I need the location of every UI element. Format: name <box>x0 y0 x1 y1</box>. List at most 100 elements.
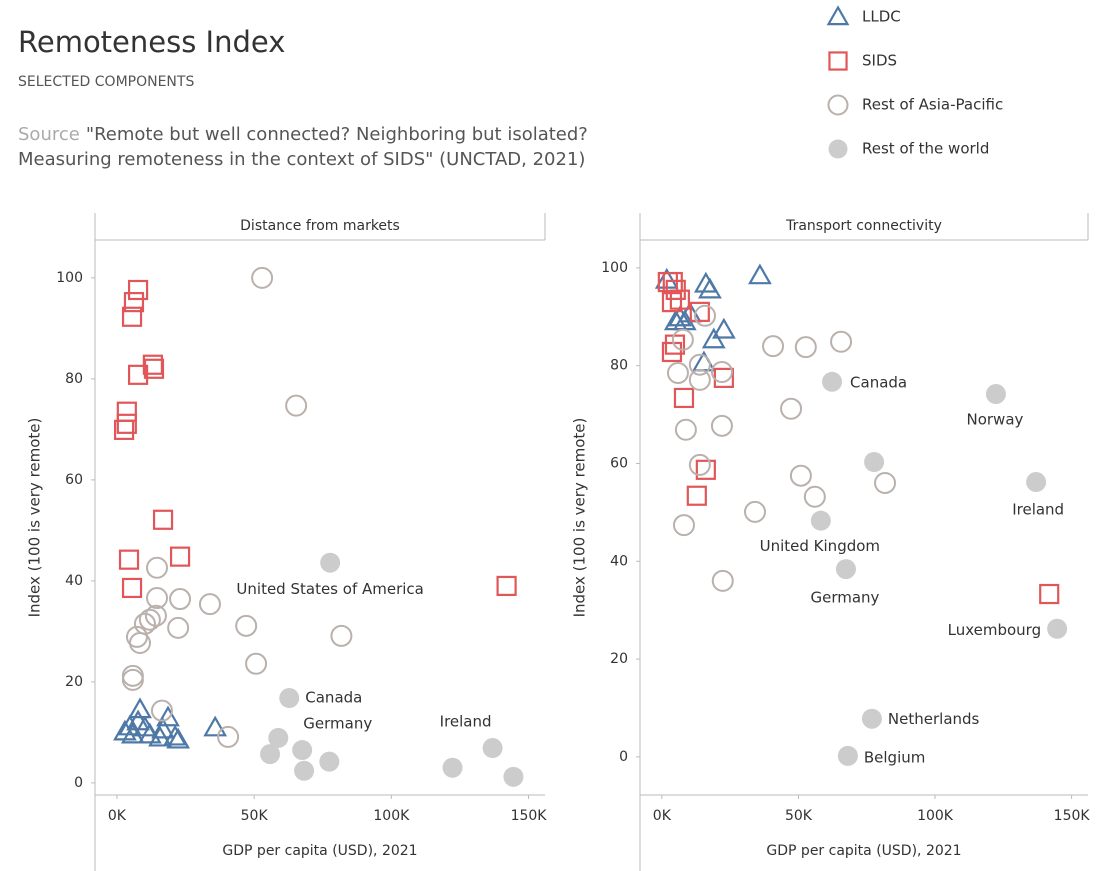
circle-marker <box>167 616 190 639</box>
point-label: Ireland <box>440 713 492 731</box>
circle-marker <box>789 464 812 487</box>
circle-marker <box>861 708 882 729</box>
square-marker <box>123 292 145 313</box>
square-marker <box>669 289 690 310</box>
triangle-marker <box>203 715 228 737</box>
circle-marker <box>985 384 1006 405</box>
circle-marker <box>285 394 308 417</box>
circle-marker <box>482 738 503 759</box>
circle-marker <box>672 514 695 537</box>
circle-marker <box>503 766 524 787</box>
circle-marker <box>762 335 785 358</box>
circle-marker <box>810 510 831 531</box>
square-marker <box>116 401 137 422</box>
x-tick-label: 150K <box>511 808 548 824</box>
point-label: Germany <box>810 589 879 607</box>
square-marker <box>127 364 149 385</box>
triangle-marker <box>117 714 142 736</box>
circle-marker <box>666 362 689 385</box>
circle-marker <box>830 330 853 353</box>
point-label: Luxembourg <box>948 621 1042 639</box>
x-tick-label: 150K <box>1054 808 1091 824</box>
circle-marker <box>144 604 167 627</box>
circle-marker <box>146 587 169 610</box>
legend-label: SIDS <box>862 52 897 70</box>
y-tick-label: 20 <box>610 651 628 667</box>
circle-marker <box>146 556 169 579</box>
square-marker <box>686 485 707 506</box>
x-tick-label: 50K <box>785 808 813 824</box>
circle-marker <box>780 397 803 420</box>
circle-marker <box>671 328 694 351</box>
point-label: Belgium <box>864 748 926 766</box>
square-marker <box>169 546 191 567</box>
y-tick-label: 20 <box>65 674 83 690</box>
triangle-marker <box>698 277 722 299</box>
circle-marker <box>837 745 858 766</box>
x-tick-label: 0K <box>653 808 672 824</box>
square-marker <box>496 575 517 597</box>
circle-marker <box>864 452 885 472</box>
square-marker <box>127 279 149 301</box>
square-marker <box>121 306 143 327</box>
circle-marker <box>674 418 697 441</box>
circle-marker <box>828 139 848 159</box>
circle-marker <box>711 569 734 592</box>
circle-marker <box>744 500 767 523</box>
x-axis-title: GDP per capita (USD), 2021 <box>222 843 417 859</box>
circle-marker <box>121 664 144 687</box>
circle-marker <box>235 614 258 637</box>
square-marker <box>661 341 683 363</box>
circle-marker <box>874 472 897 495</box>
y-tick-label: 60 <box>610 455 628 471</box>
y-tick-label: 40 <box>65 573 83 589</box>
subtitle: SELECTED COMPONENTS <box>18 74 194 90</box>
point-label: Norway <box>966 411 1023 429</box>
triangle-marker <box>667 305 692 327</box>
triangle-marker <box>826 5 850 26</box>
y-tick-label: 100 <box>56 270 83 286</box>
square-marker <box>143 358 165 379</box>
circle-marker <box>245 652 268 675</box>
circle-marker <box>292 740 313 761</box>
square-marker <box>116 413 137 434</box>
circle-marker <box>688 368 711 391</box>
y-tick-label: 80 <box>65 371 83 387</box>
legend-label: Rest of Asia-Pacific <box>862 96 1003 114</box>
circle-marker <box>320 552 341 573</box>
triangle-marker <box>120 722 145 744</box>
square-marker <box>1039 583 1060 605</box>
point-label: Netherlands <box>888 710 980 728</box>
x-tick-label: 100K <box>917 808 954 824</box>
square-marker <box>673 387 695 409</box>
circle-marker <box>710 414 733 437</box>
x-tick-label: 50K <box>241 808 269 824</box>
square-marker <box>152 509 174 530</box>
x-tick-label: 100K <box>373 808 410 824</box>
panel-title: Distance from markets <box>240 218 400 234</box>
point-label: Ireland <box>1012 501 1064 519</box>
circle-marker <box>822 371 843 392</box>
circle-marker <box>319 751 340 772</box>
square-marker <box>121 577 143 599</box>
circle-marker <box>688 453 711 476</box>
y-tick-label: 80 <box>610 358 628 374</box>
circle-marker <box>129 631 151 654</box>
square-marker <box>118 549 140 570</box>
panel-title: Transport connectivity <box>785 218 942 234</box>
circle-marker <box>251 266 274 289</box>
square-marker <box>113 419 135 440</box>
y-axis-title: Index (100 is very remote) <box>571 418 589 618</box>
circle-marker <box>688 353 711 376</box>
legend-label: Rest of the world <box>862 140 989 158</box>
source-text: "Remote but well connected? Neighboring … <box>86 124 588 145</box>
circle-marker <box>294 760 315 781</box>
source-text: Measuring remoteness in the context of S… <box>18 149 585 170</box>
circle-marker <box>1026 472 1047 493</box>
circle-marker <box>442 757 463 778</box>
square-marker <box>828 51 848 71</box>
circle-marker <box>121 668 144 691</box>
point-label: Canada <box>850 373 907 391</box>
y-tick-label: 100 <box>601 260 628 276</box>
square-marker <box>695 459 716 480</box>
